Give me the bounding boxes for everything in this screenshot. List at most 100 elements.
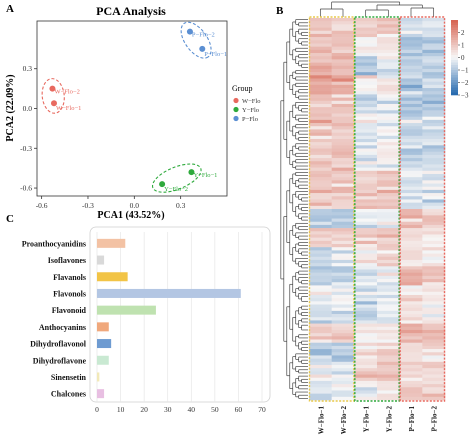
heatmap-cell [331, 237, 355, 242]
heatmap-cell [422, 361, 446, 366]
heatmap-cell [309, 336, 332, 340]
heatmap-cell [422, 119, 446, 124]
heatmap-cell [377, 164, 400, 168]
heatmap-cell [309, 326, 332, 331]
heatmap-cell [377, 30, 400, 35]
heatmap-cell [331, 202, 355, 207]
heatmap-cell [309, 196, 332, 200]
colorbar-segment [451, 55, 458, 58]
heatmap-cell [377, 380, 400, 385]
colorbar-tick-label: −1 [461, 67, 469, 75]
heatmap-cell [354, 209, 378, 213]
heatmap-cell [354, 352, 378, 356]
heatmap-cell [399, 298, 423, 302]
heatmap-cell [309, 294, 332, 299]
heatmap-cell [377, 301, 400, 305]
heatmap-cell [422, 247, 446, 251]
pca-point-label: W−Flo−2 [54, 89, 79, 96]
heatmap-cell [399, 218, 423, 223]
heatmap-cell [331, 244, 355, 248]
heatmap-cell [399, 275, 423, 280]
heatmap-cell [422, 336, 446, 340]
heatmap-cell [309, 275, 332, 280]
heatmap-cell [354, 173, 378, 178]
heatmap-cell [354, 333, 378, 337]
heatmap-cell [354, 339, 378, 343]
heatmap-column-label: W−Flo−2 [340, 406, 348, 435]
heatmap-cell [422, 301, 446, 305]
colorbar-segment [451, 22, 458, 26]
pca-legend-entry: P−Flo [242, 116, 258, 123]
bar [97, 372, 100, 382]
heatmap-cell [354, 84, 378, 89]
heatmap-cell [377, 78, 400, 82]
heatmap-cell [331, 78, 355, 82]
heatmap-cell [399, 43, 423, 47]
heatmap-cell [309, 269, 332, 273]
heatmap-cell [354, 116, 378, 121]
heatmap-cell [399, 349, 423, 353]
heatmap-cell [377, 158, 400, 162]
heatmap-cell [331, 110, 355, 114]
heatmap-cell [377, 228, 400, 232]
heatmap-cell [422, 145, 446, 149]
heatmap-cell [331, 390, 355, 394]
colorbar-segment [451, 52, 458, 56]
heatmap-cell [399, 103, 423, 108]
heatmap-cell [377, 43, 400, 47]
heatmap-cell [399, 132, 423, 137]
heatmap-cell [377, 180, 400, 184]
heatmap-cell [377, 263, 400, 267]
heatmap-cell [377, 199, 400, 203]
heatmap-cell [354, 314, 378, 318]
heatmap-cell [309, 253, 332, 258]
heatmap-cell [377, 282, 400, 286]
heatmap-cell [377, 183, 400, 188]
heatmap-cell [354, 364, 378, 369]
heatmap-cell [377, 116, 400, 121]
heatmap-cell [331, 177, 355, 181]
colorbar-tick-label: −3 [461, 92, 469, 100]
heatmap-cell [377, 88, 400, 92]
heatmap-cell [331, 100, 355, 105]
heatmap-cell [354, 275, 378, 280]
heatmap-cell [331, 49, 355, 54]
heatmap-cell [331, 56, 355, 60]
heatmap-cell [309, 158, 332, 162]
heatmap-column-label: Y−Flo−1 [363, 406, 371, 433]
heatmap-cell [399, 46, 423, 51]
heatmap-cell [331, 189, 355, 194]
heatmap-cell [354, 170, 378, 175]
bar-plot-frame [89, 226, 271, 403]
heatmap-cell [399, 65, 423, 70]
heatmap-cell [354, 205, 378, 210]
heatmap-cell [331, 107, 355, 111]
heatmap-cell [331, 18, 355, 22]
heatmap-cell [422, 177, 446, 181]
heatmap-cell [377, 110, 400, 114]
heatmap-cell [399, 205, 423, 210]
heatmap-cell [399, 240, 423, 245]
heatmap-cell [331, 314, 355, 318]
heatmap-cell [422, 196, 446, 200]
heatmap-cell [331, 183, 355, 188]
heatmap-cell [399, 68, 423, 73]
pca-x-tick-label: -0.6 [36, 201, 48, 210]
heatmap-cell [309, 72, 332, 76]
heatmap-cell [422, 173, 446, 178]
heatmap-cell [331, 173, 355, 178]
heatmap-cell [354, 326, 378, 331]
heatmap-cell [354, 329, 378, 334]
heatmap-cell [354, 371, 378, 375]
heatmap-cell [309, 75, 332, 79]
heatmap-cell [399, 88, 423, 92]
colorbar-segment [451, 40, 458, 43]
heatmap-cell [309, 21, 332, 25]
heatmap-cell [331, 138, 355, 143]
heatmap-cell [377, 279, 400, 283]
heatmap-cell [422, 355, 446, 359]
bar [97, 322, 109, 332]
heatmap-cell [377, 27, 400, 32]
heatmap-cell [309, 310, 332, 315]
heatmap-cell [422, 275, 446, 280]
